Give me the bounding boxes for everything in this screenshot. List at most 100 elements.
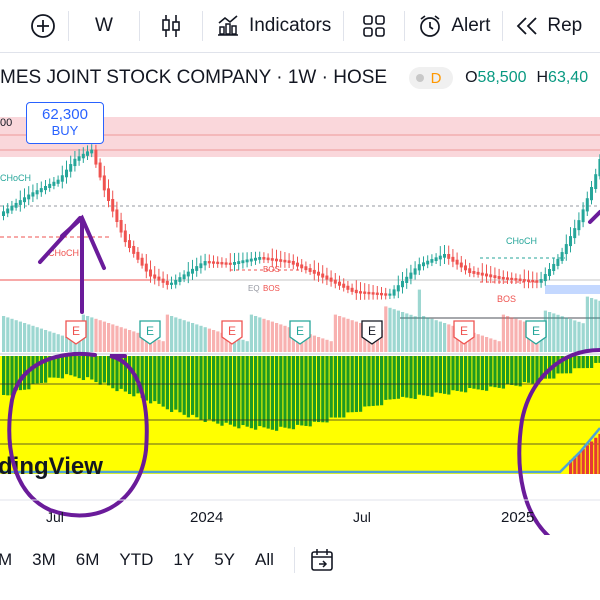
volume-bar xyxy=(65,337,69,352)
candle-body xyxy=(564,244,568,255)
earnings-marker-label: E xyxy=(532,324,540,338)
earnings-marker-shape xyxy=(361,320,383,345)
volume-bar xyxy=(354,321,358,352)
oscillator-bar xyxy=(573,356,577,369)
candle-body xyxy=(102,175,106,191)
oscillator-red-bar xyxy=(577,452,581,474)
oscillator-bar xyxy=(48,356,52,378)
candle-body xyxy=(375,292,379,295)
candles-icon xyxy=(162,15,180,37)
date-range-icon[interactable] xyxy=(309,547,335,573)
volume-bar xyxy=(438,321,442,352)
volume-bar xyxy=(590,298,594,352)
volume-bar xyxy=(216,331,220,352)
candle-body xyxy=(384,293,388,296)
earnings-marker-shape xyxy=(289,320,311,345)
oscillator-bar xyxy=(94,356,98,383)
range-1m-button[interactable]: M xyxy=(0,550,13,569)
range-3m-button[interactable]: 3M xyxy=(32,550,56,569)
candle-body xyxy=(216,261,220,265)
volume-bar xyxy=(10,318,14,352)
volume-bar xyxy=(35,327,39,352)
oscillator-bar xyxy=(594,356,598,363)
volume-bar xyxy=(86,316,90,352)
candle-body xyxy=(338,281,341,286)
oscillator-bar xyxy=(438,356,442,394)
candle-body xyxy=(510,277,514,281)
volume-bar xyxy=(501,314,505,352)
volume-bar xyxy=(266,320,270,352)
candle-body xyxy=(560,252,564,261)
oscillator-bar xyxy=(245,356,249,427)
volume-bar xyxy=(144,335,148,352)
volume-bar xyxy=(279,324,283,352)
range-5y-button[interactable]: 5Y xyxy=(214,550,236,569)
range-bar: M 3M 6M YTD 1Y 5Y All xyxy=(0,540,600,580)
layouts-button[interactable] xyxy=(350,0,398,52)
oscillator-bar xyxy=(44,356,48,383)
candle-body xyxy=(2,211,5,216)
candle-body xyxy=(438,255,442,260)
range-6m-button[interactable]: 6M xyxy=(75,550,100,569)
range-all-button[interactable]: All xyxy=(255,550,274,569)
replay-button[interactable]: Rep xyxy=(509,0,588,52)
candle-body xyxy=(233,262,236,265)
candle-body xyxy=(371,292,375,295)
range-ytd-button[interactable]: YTD xyxy=(119,550,154,569)
candle-body xyxy=(157,276,161,281)
oscillator-bar xyxy=(216,356,220,424)
volume-bar xyxy=(275,323,279,352)
range-1y-button[interactable]: 1Y xyxy=(173,550,195,569)
oscillator-bar xyxy=(52,356,56,378)
market-status-badge[interactable]: D xyxy=(409,67,454,89)
volume-bar xyxy=(212,330,216,352)
alert-label: Alert xyxy=(451,15,491,36)
candle-body xyxy=(581,209,585,223)
candle-body xyxy=(111,199,115,212)
volume-bar xyxy=(111,324,115,352)
add-symbol-button[interactable] xyxy=(0,0,62,52)
volume-bar xyxy=(98,320,102,352)
volume-bar xyxy=(405,313,409,352)
symbol-info-bar: MES JOINT STOCK COMPANY · 1W · HOSE D O … xyxy=(0,62,600,94)
oscillator-bar xyxy=(115,356,119,392)
candle-body xyxy=(447,254,451,259)
volume-bar xyxy=(325,339,329,352)
oscillator-bar xyxy=(468,356,472,389)
volume-bar xyxy=(199,325,203,352)
oscillator-bar xyxy=(161,356,165,407)
candle-body xyxy=(426,260,430,265)
earnings-marker-label: E xyxy=(460,324,468,338)
indicators-button[interactable]: Indicators xyxy=(209,0,337,52)
interval-button[interactable]: W xyxy=(75,0,133,52)
time-axis-label: 2024 xyxy=(190,509,223,526)
volume-bar xyxy=(401,312,405,352)
oscillator-bar xyxy=(249,356,253,429)
alert-button[interactable]: Alert xyxy=(411,0,496,52)
oscillator-bar xyxy=(506,356,510,385)
candle-body xyxy=(69,164,73,172)
candle-body xyxy=(48,183,52,188)
symbol-title[interactable]: MES JOINT STOCK COMPANY · 1W · HOSE xyxy=(0,67,388,88)
candle-body xyxy=(191,268,194,274)
oscillator-bar xyxy=(191,356,195,415)
candle-body xyxy=(203,261,207,266)
candle-body xyxy=(115,209,119,222)
buy-order-box[interactable]: 62,300 BUY xyxy=(26,102,104,144)
volume-bar xyxy=(493,339,497,352)
volume-bar xyxy=(350,320,354,352)
candle-body xyxy=(518,278,522,282)
chart-type-button[interactable] xyxy=(146,0,196,52)
oscillator-bar xyxy=(69,356,73,376)
oscillator-bar xyxy=(224,356,228,423)
candle-body xyxy=(56,179,60,184)
candle-body xyxy=(287,260,291,263)
earnings-marker-label: E xyxy=(146,324,154,338)
candle-body xyxy=(472,271,476,274)
price-chart[interactable]: E E E E E E E CHoCH CHoCH CHoCH EQ BOS BOS BOS… xyxy=(0,95,600,535)
candle-body xyxy=(123,230,127,243)
volume-bar xyxy=(132,331,136,352)
volume-bar xyxy=(191,323,195,352)
oscillator-bar xyxy=(531,356,535,384)
oscillator-bar xyxy=(510,356,514,385)
